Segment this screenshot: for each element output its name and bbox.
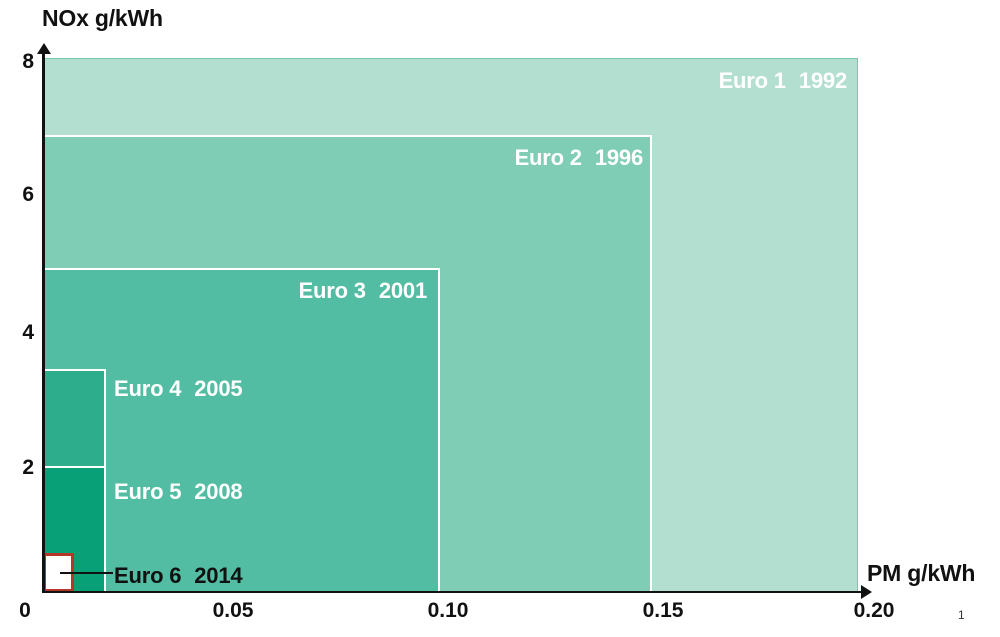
y-tick-8: 8 (22, 50, 34, 73)
euro5-name: Euro 5 (114, 479, 182, 504)
euro6-label: Euro 6 2014 (114, 563, 243, 589)
y-tick-6: 6 (22, 183, 34, 206)
euro1-year: 1992 (798, 68, 847, 93)
euro2-year: 1996 (594, 145, 643, 170)
x-axis-line (42, 590, 864, 593)
x-tick-0.05: 0.05 (212, 599, 254, 622)
euro6-callout-line (60, 572, 113, 574)
euro5-year: 2008 (194, 479, 243, 504)
euro3-name: Euro 3 (298, 278, 366, 303)
euro3-year: 2001 (378, 278, 427, 303)
y-axis-arrow-icon (36, 43, 51, 54)
x-tick-0.10: 0.10 (427, 599, 469, 622)
euro6-year: 2014 (194, 563, 243, 588)
x-axis-title: PM g/kWh (867, 560, 976, 586)
euro1-name: Euro 1 (718, 68, 786, 93)
euro4-label: Euro 4 2005 (114, 376, 243, 402)
euro1-label: Euro 1 1992 (718, 68, 848, 94)
x-axis-arrow-icon (861, 585, 872, 599)
y-tick-2: 2 (22, 456, 34, 479)
x-tick-0.20: 0.20 (853, 599, 895, 622)
y-tick-4: 4 (22, 321, 34, 344)
euro2-name: Euro 2 (514, 145, 582, 170)
euro5-label: Euro 5 2008 (114, 479, 243, 505)
x-tick-0: 0 (19, 599, 31, 622)
euro6-name: Euro 6 (114, 563, 182, 588)
euro3-rect (43, 268, 440, 592)
y-axis-line (42, 50, 45, 592)
euro4-rect (43, 369, 106, 468)
y-axis-title: NOx g/kWh (42, 5, 163, 31)
page-number: 1 (958, 608, 965, 622)
euro3-label: Euro 3 2001 (298, 278, 428, 304)
euro4-name: Euro 4 (114, 376, 182, 401)
x-tick-0.15: 0.15 (642, 599, 684, 622)
euro4-year: 2005 (194, 376, 243, 401)
euro2-label: Euro 2 1996 (514, 145, 644, 171)
